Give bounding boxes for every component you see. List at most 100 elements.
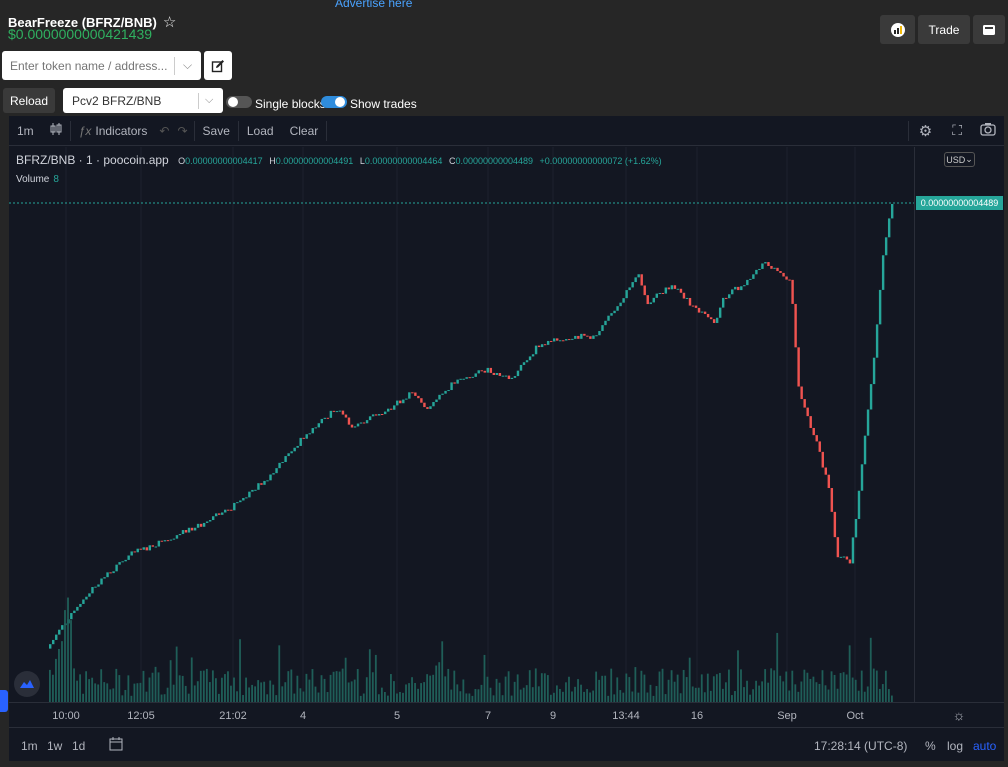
volume-bar [586,689,588,702]
pair-select[interactable]: Pcv2 BFRZ/BNB ⌵ [63,88,223,113]
fullscreen-icon[interactable]: ⛶ [952,122,962,138]
chevron-down-icon[interactable]: ⌵ [183,58,193,72]
candle [245,497,248,499]
interval-button[interactable]: 1m [17,123,34,138]
settings-icon[interactable]: ⚙ [918,122,933,140]
candle [290,451,293,454]
volume-bar [728,669,730,702]
candle [112,571,115,574]
candle [444,390,447,394]
candle [224,509,227,513]
legend-close: 0.00000000004489 [455,156,534,166]
volume-bar [625,673,628,702]
price-axis[interactable] [914,147,1004,702]
wallet-icon [983,24,995,35]
volume-bar [115,668,118,702]
volume-bar [49,669,51,702]
volume-bar [679,693,682,702]
volume-bar [595,671,598,702]
candle [414,392,417,396]
volume-bar [335,671,338,702]
load-button[interactable]: Load [246,123,274,138]
legend-c-label: C [448,156,456,166]
candle [625,290,628,299]
candle [474,373,477,377]
trade-button[interactable]: Trade [918,15,970,44]
side-panel-handle[interactable] [0,690,8,712]
candle [468,377,471,379]
toggle-knob [335,97,345,107]
volume-bar [577,679,579,702]
candle [884,237,888,256]
token-search[interactable]: ⌵ [2,51,201,80]
candle [737,286,740,291]
volume-bar [414,682,416,702]
date-range-icon[interactable] [109,737,123,754]
edit-button[interactable] [204,51,232,80]
currency-select[interactable]: USD ⌄ [944,152,975,167]
volume-bar [79,674,81,702]
search-input[interactable] [10,58,170,73]
volume-bar [130,695,133,702]
candle [528,356,532,361]
candle [52,639,55,645]
candle [211,516,215,521]
advertise-link[interactable]: Advertise here [335,0,413,10]
redo-icon[interactable]: ↷ [177,123,188,138]
candle [851,537,855,564]
volume-bar [85,671,88,702]
camera-icon[interactable] [972,122,1004,139]
volume-bar [438,662,441,702]
candle [806,407,809,417]
reload-button[interactable]: Reload [3,88,55,113]
log-scale-button[interactable]: log [947,739,964,753]
auto-scale-button[interactable]: auto [973,739,997,753]
indicators-button[interactable]: Indicators [95,123,148,138]
candle [263,480,266,485]
volume-bar [631,691,634,702]
clear-button[interactable]: Clear [289,123,319,138]
axis-settings-icon[interactable]: ☼ [952,707,966,723]
time-axis-tick-label: 16 [690,710,704,722]
range-1d[interactable]: 1d [72,739,86,753]
volume-bar [136,683,139,702]
volume-bar [350,681,353,702]
volume-bar [251,684,254,702]
candle [782,272,785,277]
candles-icon[interactable] [42,122,70,139]
time-axis[interactable]: ☼ 10:00 12:05 21:02 4 5 7 9 13:44 16 Sep Oct [9,702,1004,727]
candle [552,338,556,342]
single-blocks-toggle[interactable] [226,96,252,108]
star-icon[interactable]: ☆ [162,14,177,31]
volume-bar [405,684,407,702]
volume-bar [70,620,72,702]
undo-icon[interactable]: ↶ [159,123,170,138]
candle [586,335,589,337]
range-1m[interactable]: 1m [21,739,38,753]
indicators-icon[interactable]: ƒx [78,123,92,138]
volume-bar [857,690,860,702]
candle [254,489,257,491]
price-chart[interactable] [9,147,914,702]
candle [127,555,130,560]
volume-bar [242,695,244,702]
clock-time[interactable]: 17:28:14 (UTC-8) [814,739,908,753]
candle [169,539,173,541]
candle [202,522,206,527]
save-button[interactable]: Save [202,123,230,138]
candle [187,527,191,533]
volume-bar [462,679,465,702]
time-axis-tick-label: 13:44 [612,710,640,722]
chart-view-button[interactable] [880,15,915,44]
candle [568,339,571,341]
tradingview-logo-icon[interactable] [14,671,40,697]
percent-scale-button[interactable]: % [925,739,936,753]
candle [664,287,668,294]
range-1w[interactable]: 1w [47,739,63,753]
volume-bar [580,684,582,702]
wallet-button[interactable] [973,15,1005,44]
volume-bar [809,678,812,702]
show-trades-toggle[interactable] [321,96,347,108]
volume-bar [670,670,673,702]
candle [118,562,121,565]
